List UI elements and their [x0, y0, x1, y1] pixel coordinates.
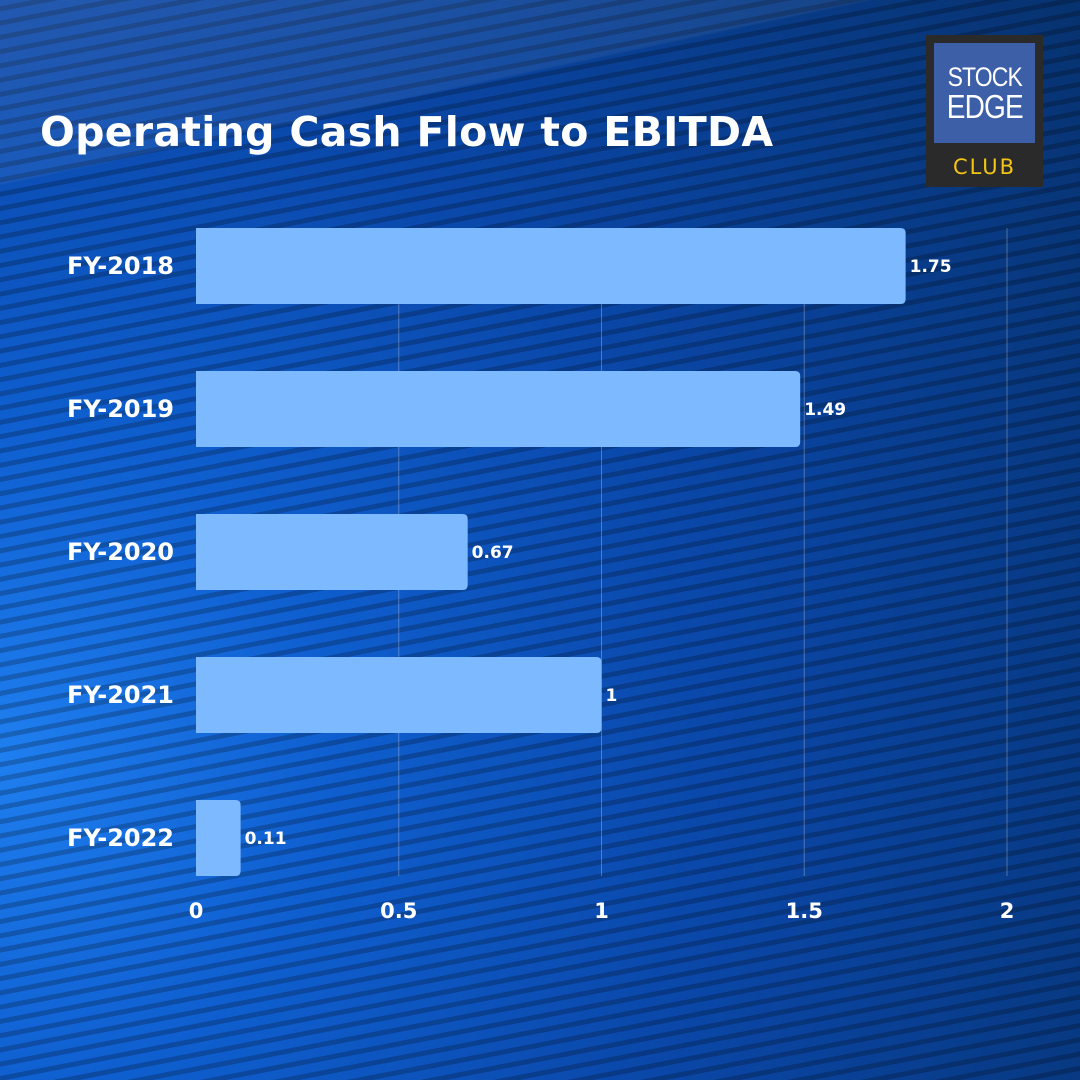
x-tick-label-2: 1 [594, 899, 609, 923]
logo-badge: STOCK EDGE [934, 43, 1035, 143]
stockedge-club-logo: STOCK EDGE CLUB [926, 35, 1043, 187]
bar-fy-2021 [196, 657, 602, 733]
chart-title: Operating Cash Flow to EBITDA [40, 108, 774, 156]
value-label-fy-2019: 1.49 [804, 400, 846, 420]
category-label-fy-2021: FY-2021 [67, 681, 174, 709]
category-label-fy-2022: FY-2022 [67, 824, 174, 852]
bar-fy-2022 [196, 800, 241, 876]
bar-fy-2020 [196, 514, 468, 590]
bar-fy-2019 [196, 371, 801, 447]
logo-text-club: CLUB [952, 155, 1017, 179]
x-tick-label-1: 0.5 [380, 899, 417, 923]
x-tick-label-0: 0 [189, 899, 204, 923]
logo-text-stock: STOCK [947, 62, 1022, 92]
x-tick-label-3: 1.5 [786, 899, 823, 923]
value-label-fy-2020: 0.67 [472, 543, 514, 563]
category-label-fy-2018: FY-2018 [67, 252, 174, 280]
value-label-fy-2018: 1.75 [910, 257, 952, 277]
logo-text-edge: EDGE [946, 88, 1023, 125]
value-label-fy-2022: 0.11 [245, 829, 287, 849]
x-tick-label-4: 2 [1000, 899, 1015, 923]
category-label-fy-2019: FY-2019 [67, 395, 174, 423]
category-label-fy-2020: FY-2020 [67, 538, 174, 566]
value-label-fy-2021: 1 [606, 686, 618, 706]
bar-fy-2018 [196, 228, 906, 304]
